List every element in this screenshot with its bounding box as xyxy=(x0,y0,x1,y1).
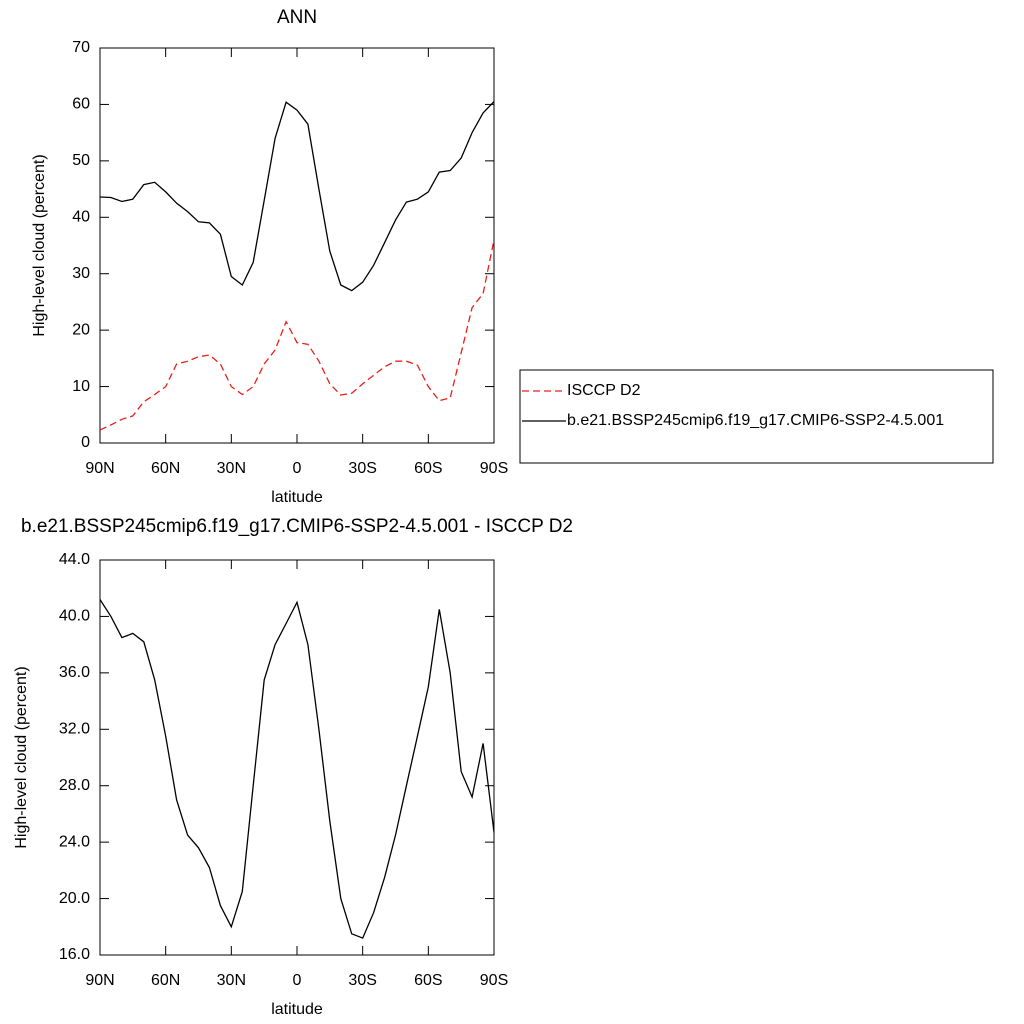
y-tick-label: 28.0 xyxy=(59,777,90,794)
x-tick-label: 60S xyxy=(414,972,442,989)
y-tick-label: 40.0 xyxy=(59,608,90,625)
y-tick-label: 70 xyxy=(72,39,90,56)
x-tick-label: 60N xyxy=(151,460,180,477)
y-tick-label: 36.0 xyxy=(59,664,90,681)
y-tick-label: 32.0 xyxy=(59,721,90,738)
y-tick-label: 20.0 xyxy=(59,890,90,907)
plot-frame xyxy=(99,559,495,956)
x-tick-label: 30N xyxy=(217,972,246,989)
y-tick-label: 44.0 xyxy=(59,551,90,568)
y-tick-label: 60 xyxy=(72,96,90,113)
x-tick-label: 0 xyxy=(293,460,302,477)
y-tick-label: 20 xyxy=(72,321,90,338)
legend-box xyxy=(519,369,994,464)
x-tick-label: 90S xyxy=(480,460,508,477)
x-axis-label: latitude xyxy=(271,489,323,506)
y-tick-label: 16.0 xyxy=(59,946,90,963)
legend-label: ISCCP D2 xyxy=(567,382,641,399)
chart-title: ANN xyxy=(277,7,317,28)
x-tick-label: 60S xyxy=(414,460,442,477)
data-line xyxy=(99,599,495,939)
x-tick-label: 30S xyxy=(348,972,376,989)
x-tick-label: 30S xyxy=(348,460,376,477)
y-tick-label: 50 xyxy=(72,152,90,169)
data-line xyxy=(99,101,495,292)
x-tick-label: 0 xyxy=(293,972,302,989)
chart-title: b.e21.BSSP245cmip6.f19_g17.CMIP6-SSP2-4.… xyxy=(21,516,573,537)
y-axis-label: High-level cloud (percent) xyxy=(13,666,30,848)
x-axis-label: latitude xyxy=(271,1001,323,1018)
x-tick-label: 90S xyxy=(480,972,508,989)
y-tick-label: 24.0 xyxy=(59,833,90,850)
legend-label: b.e21.BSSP245cmip6.f19_g17.CMIP6-SSP2-4.… xyxy=(567,412,944,429)
x-tick-label: 30N xyxy=(217,460,246,477)
data-line xyxy=(99,239,495,431)
x-tick-label: 90N xyxy=(85,460,114,477)
plot-frame xyxy=(99,47,495,444)
y-tick-label: 40 xyxy=(72,209,90,226)
y-tick-label: 10 xyxy=(72,378,90,395)
y-tick-label: 30 xyxy=(72,265,90,282)
y-axis-label: High-level cloud (percent) xyxy=(31,154,48,336)
y-tick-label: 0 xyxy=(81,434,90,451)
x-tick-label: 90N xyxy=(85,972,114,989)
x-tick-label: 60N xyxy=(151,972,180,989)
